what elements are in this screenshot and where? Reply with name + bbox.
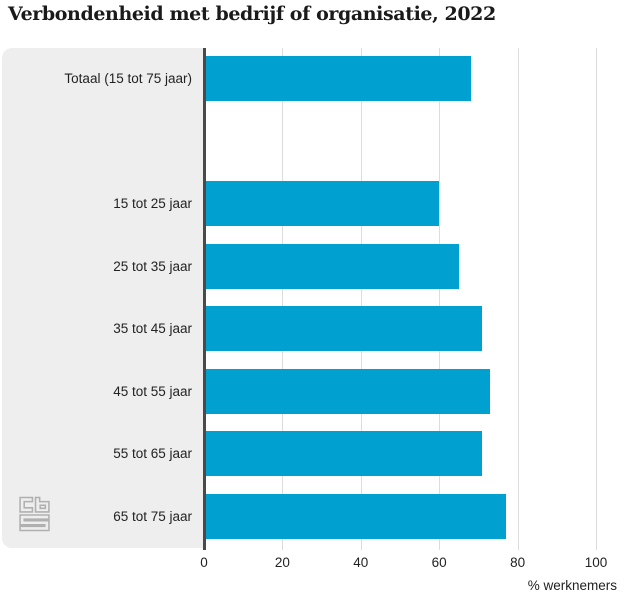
gridline: [517, 48, 519, 550]
bar[interactable]: [206, 56, 471, 101]
bar[interactable]: [206, 368, 491, 414]
x-tick-label: 80: [510, 555, 526, 570]
bar[interactable]: [206, 306, 483, 351]
category-label: 55 tot 65 jaar: [113, 446, 192, 461]
bar[interactable]: [206, 243, 459, 289]
bar[interactable]: [206, 181, 440, 226]
x-tick-label: 20: [274, 555, 290, 570]
gridline: [439, 48, 441, 550]
category-label: 25 tot 35 jaar: [113, 258, 192, 274]
x-tick-label: 100: [584, 555, 608, 570]
cbs-logo-icon: [19, 496, 50, 532]
category-label: Totaal (15 tot 75 jaar): [64, 71, 192, 86]
gridline: [282, 48, 284, 550]
category-label: 45 tot 55 jaar: [113, 383, 192, 399]
x-axis-unit-label: % werknemers: [527, 578, 617, 593]
gridline: [360, 48, 362, 550]
y-axis-line: [203, 48, 206, 550]
x-tick-label: 60: [431, 555, 447, 570]
chart-title: Verbondenheid met bedrijf of organisatie…: [8, 3, 496, 25]
category-label: 15 tot 25 jaar: [113, 196, 192, 211]
bar[interactable]: [206, 431, 483, 476]
category-label: 65 tot 75 jaar: [113, 508, 192, 524]
gridline: [596, 48, 597, 550]
x-tick-label: 0: [200, 555, 208, 570]
category-label: 35 tot 45 jaar: [113, 321, 192, 336]
category-panel: [2, 48, 204, 548]
bar[interactable]: [206, 493, 506, 539]
x-tick-label: 40: [353, 555, 369, 570]
